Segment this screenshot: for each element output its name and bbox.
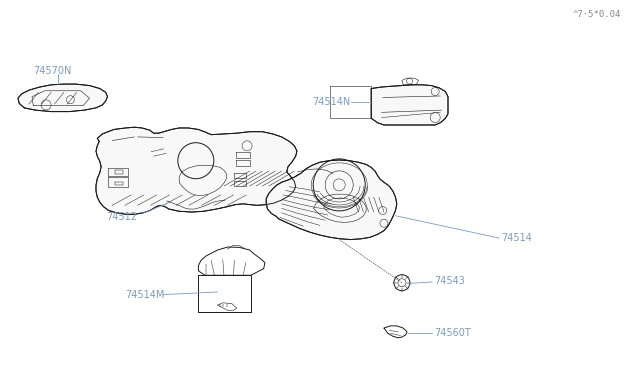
- Polygon shape: [96, 127, 297, 214]
- Text: ^7·5*0.04: ^7·5*0.04: [572, 10, 621, 19]
- Text: 74514M: 74514M: [125, 290, 164, 299]
- Polygon shape: [371, 85, 448, 125]
- Polygon shape: [18, 84, 108, 112]
- Text: 74514N: 74514N: [312, 97, 351, 107]
- Text: 74512: 74512: [106, 212, 137, 221]
- Text: 74570N: 74570N: [33, 67, 72, 76]
- Polygon shape: [266, 160, 397, 240]
- Text: 74560T: 74560T: [434, 328, 470, 337]
- Text: 74514: 74514: [501, 233, 532, 243]
- Text: 74543: 74543: [434, 276, 465, 286]
